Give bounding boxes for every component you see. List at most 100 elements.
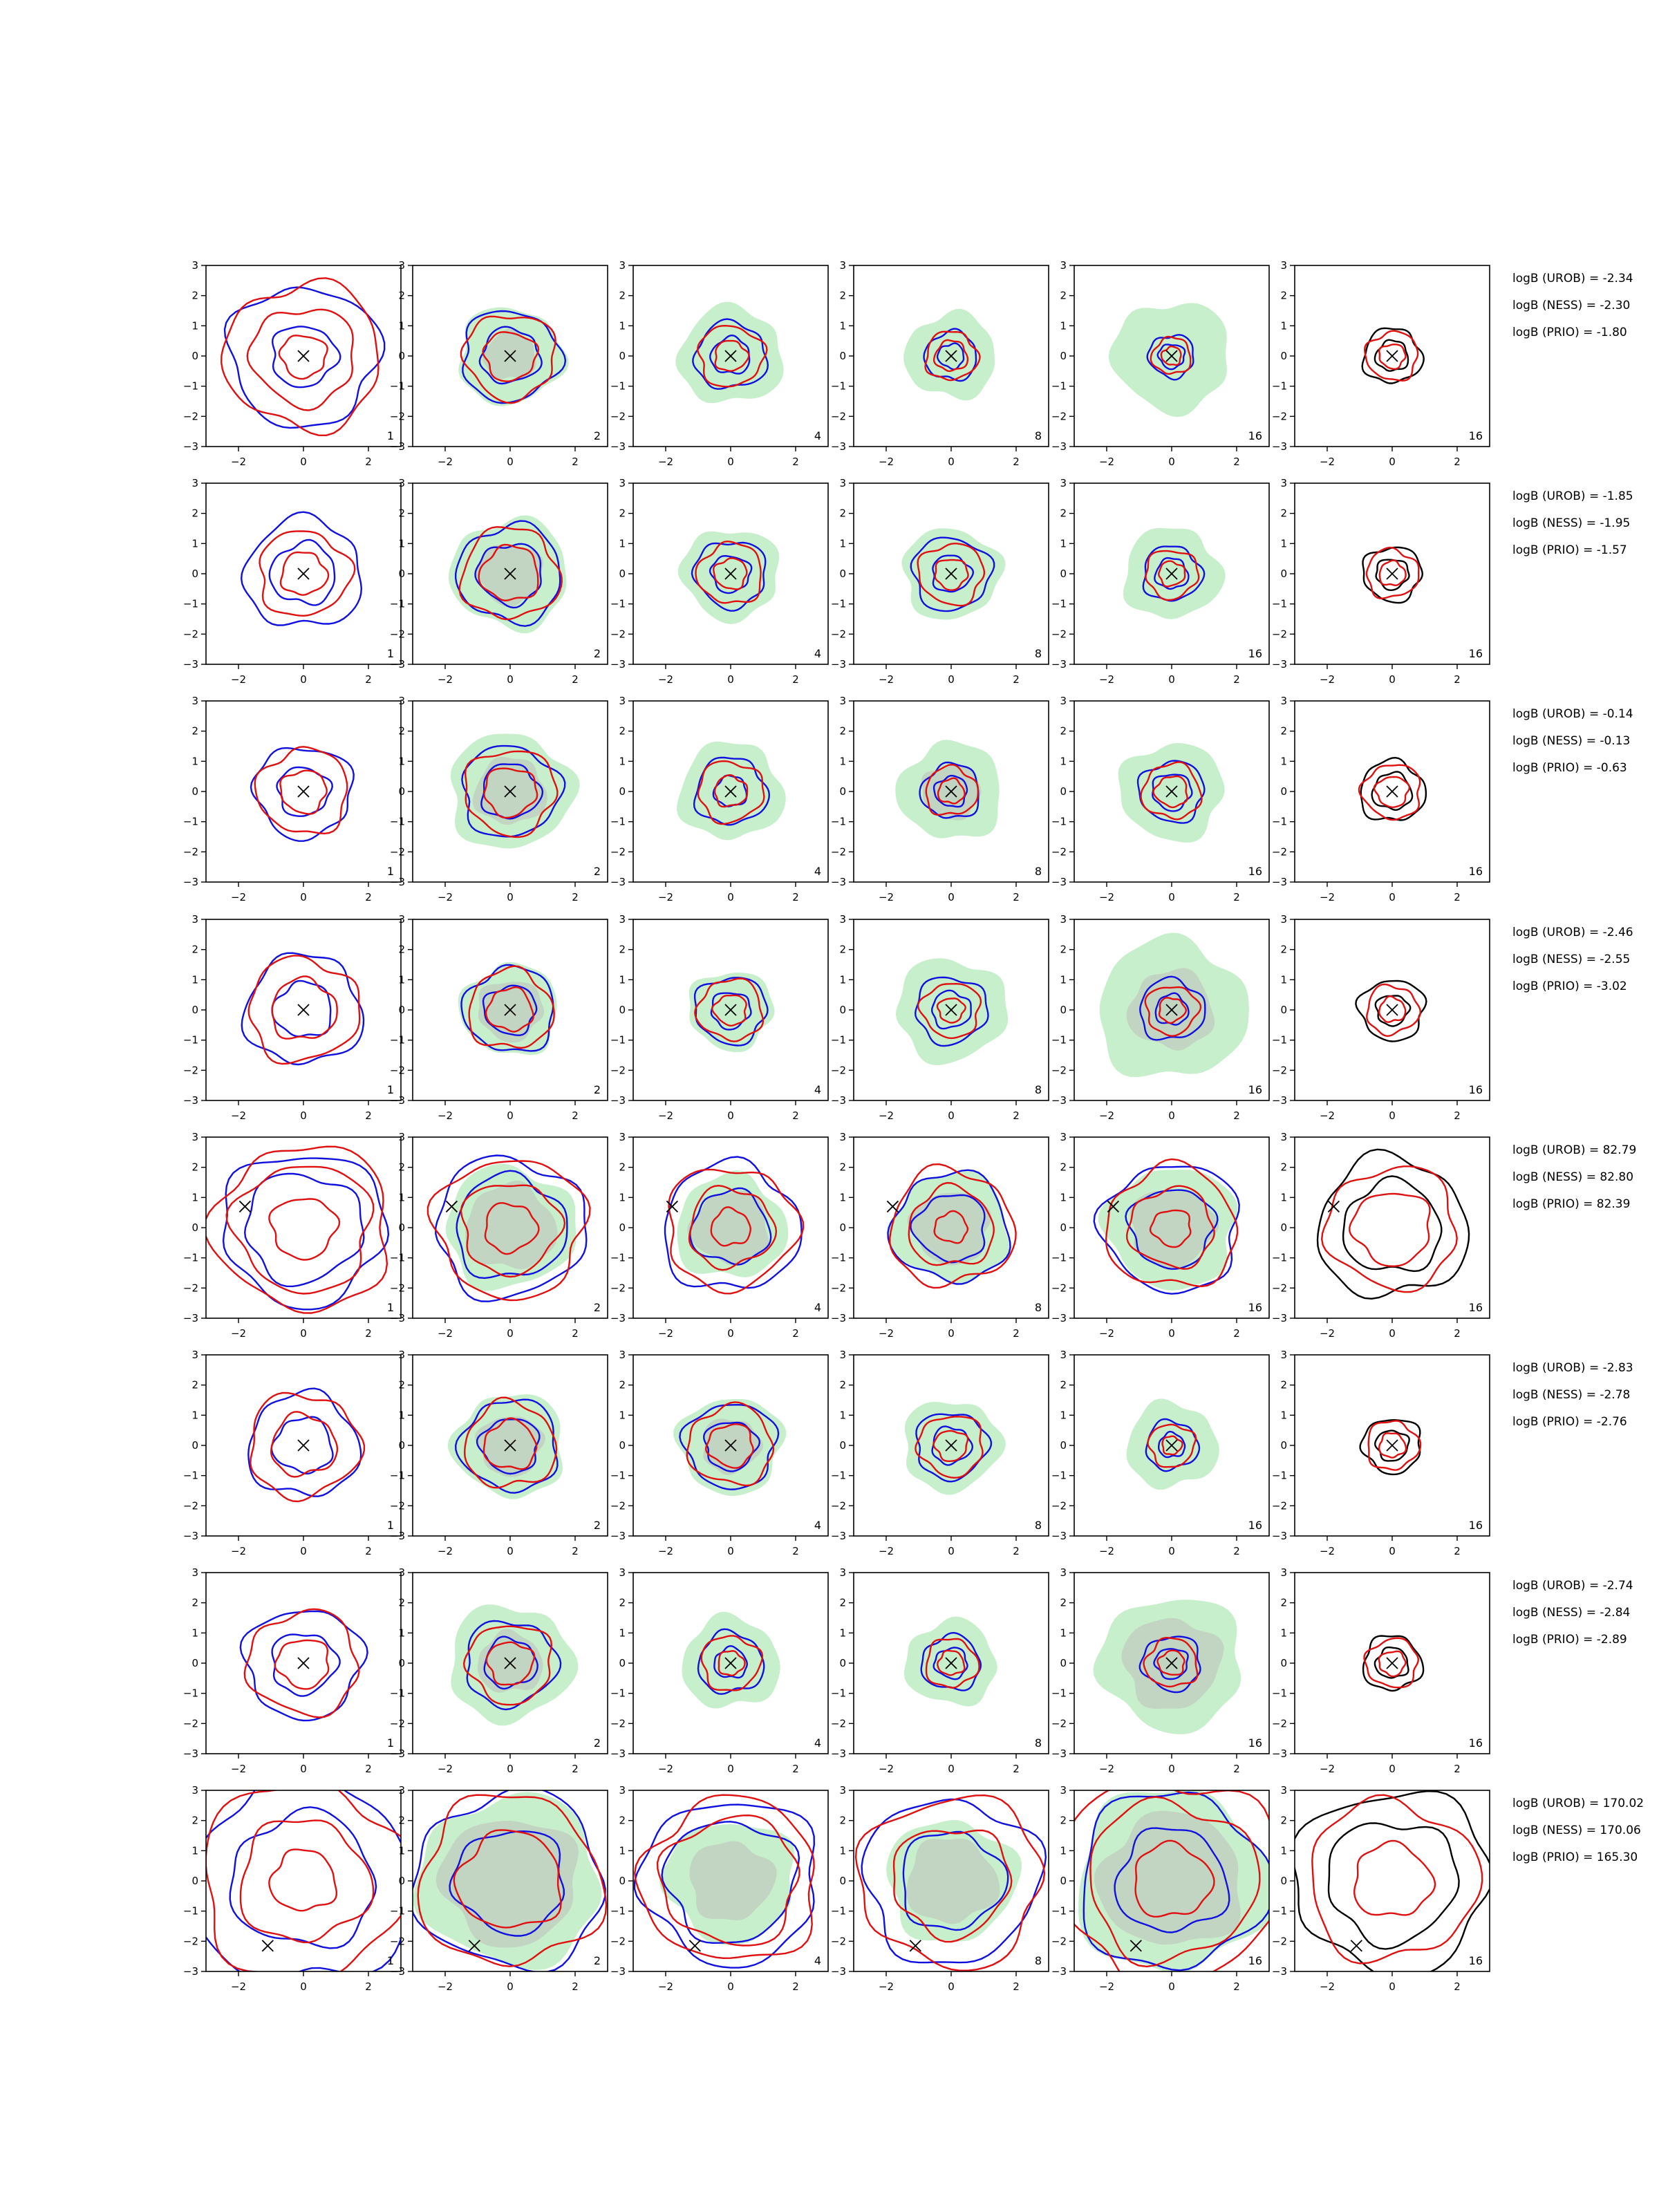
true-point-marker <box>1350 1940 1362 1952</box>
contour-urob <box>1154 992 1190 1026</box>
y-tick-label: −2 <box>1272 628 1287 640</box>
x-tick-label: 2 <box>572 1327 579 1340</box>
panel-r5-c5: −2 0 2 3 2 1 0 −1 −2 −3 16 <box>1051 1131 1270 1340</box>
y-tick-label: −1 <box>390 598 405 610</box>
x-tick-label: 0 <box>727 673 734 686</box>
contour-urob <box>920 1631 982 1691</box>
y-tick-label: 1 <box>191 1844 198 1857</box>
x-tick-label: 2 <box>1233 1109 1240 1122</box>
contour-ness <box>1140 761 1203 821</box>
x-tick-label: 0 <box>1168 456 1175 468</box>
true-point-marker <box>297 785 310 798</box>
x-tick-label: 2 <box>1233 1763 1240 1775</box>
contour-ness <box>1161 1435 1183 1456</box>
y-tick-label: −2 <box>183 1935 198 1947</box>
y-tick-label: 3 <box>619 1349 626 1361</box>
y-tick-label: −1 <box>831 1687 846 1700</box>
y-tick-label: −2 <box>831 1064 846 1076</box>
y-tick-label: −3 <box>1051 440 1067 453</box>
x-tick-label: 0 <box>1389 891 1396 903</box>
x-tick-label: 2 <box>1454 1980 1461 1993</box>
contour-ness <box>485 1641 536 1686</box>
y-tick-label: −1 <box>831 816 846 828</box>
y-tick-label: −3 <box>1051 658 1067 671</box>
panel-r6-c4: −2 0 2 3 2 1 0 −1 −2 −3 8 <box>831 1349 1049 1557</box>
panel-r7-c4: −2 0 2 3 2 1 0 −1 −2 −3 8 <box>831 1566 1049 1775</box>
density-fill-inner <box>907 1192 992 1266</box>
contour-prio <box>1342 1175 1443 1273</box>
y-tick-label: 1 <box>1060 1191 1067 1203</box>
contour-urob <box>223 286 386 429</box>
panel-r5-c3: −2 0 2 3 2 1 0 −1 −2 −3 4 <box>610 1131 829 1340</box>
y-tick-label: 0 <box>1280 350 1287 362</box>
y-tick-label: −3 <box>183 876 198 888</box>
y-tick-label: 3 <box>1060 1784 1067 1797</box>
x-tick-label: 2 <box>365 456 372 468</box>
y-tick-label: −2 <box>1272 1499 1287 1512</box>
y-tick-label: −1 <box>610 816 626 828</box>
contour-ness <box>478 543 539 602</box>
panel-r8-c3: −2 0 2 3 2 1 0 −1 −2 −3 4 <box>610 1784 829 1993</box>
contour-urob <box>239 1610 368 1722</box>
y-tick-label: 1 <box>1280 755 1287 767</box>
y-tick-label: −1 <box>1272 1905 1287 1918</box>
contour-ness <box>1320 1165 1458 1293</box>
contour-ness <box>278 335 328 380</box>
x-tick-label: 0 <box>1389 1109 1396 1122</box>
contour-ness <box>854 1794 1046 1971</box>
y-tick-label: −2 <box>610 410 626 422</box>
logb-annotation: logB (PRIO) = 82.39 <box>1512 1197 1630 1211</box>
x-tick-label: −2 <box>1320 1109 1335 1122</box>
x-tick-label: −2 <box>231 1980 246 1993</box>
x-tick-label: −2 <box>1099 1545 1114 1557</box>
x-tick-label: −2 <box>1099 673 1114 686</box>
panel-iteration-label: 4 <box>814 1736 821 1750</box>
y-tick-label: −2 <box>1272 410 1287 422</box>
contour-prio <box>1371 771 1414 812</box>
y-tick-label: 3 <box>619 695 626 707</box>
x-tick-label: −2 <box>879 891 894 903</box>
x-tick-label: −2 <box>231 891 246 903</box>
true-point-marker <box>1386 350 1398 362</box>
y-tick-label: 0 <box>839 1439 846 1452</box>
true-point-marker <box>1386 785 1398 798</box>
x-tick-label: 0 <box>1168 1109 1175 1122</box>
contour-ness <box>889 1163 1017 1289</box>
contour-urob <box>1154 556 1190 590</box>
true-point-marker <box>666 1200 679 1213</box>
x-tick-label: 2 <box>572 891 579 903</box>
y-tick-label: 0 <box>1280 568 1287 580</box>
x-tick-label: 2 <box>1454 1545 1461 1557</box>
y-tick-label: −2 <box>390 410 405 422</box>
y-tick-label: 1 <box>191 1409 198 1421</box>
x-tick-label: 0 <box>948 891 955 903</box>
panel-r7-c5: −2 0 2 3 2 1 0 −1 −2 −3 16 <box>1051 1566 1270 1775</box>
y-tick-label: −3 <box>831 658 846 671</box>
panel-iteration-label: 4 <box>814 1519 821 1532</box>
logb-annotation: logB (PRIO) = -1.57 <box>1512 543 1627 557</box>
x-tick-label: 0 <box>300 1109 307 1122</box>
x-tick-label: 0 <box>300 1545 307 1557</box>
y-tick-label: 3 <box>1060 1349 1067 1361</box>
y-tick-label: 2 <box>398 1379 405 1391</box>
panel-iteration-label: 16 <box>1469 1083 1483 1096</box>
y-tick-label: −1 <box>1051 1470 1067 1482</box>
y-tick-label: −3 <box>390 1094 405 1107</box>
contour-ness <box>279 769 328 815</box>
panel-r4-c3: −2 0 2 3 2 1 0 −1 −2 −3 4 <box>610 913 829 1122</box>
y-tick-label: −2 <box>183 1717 198 1730</box>
y-tick-label: −2 <box>1051 1064 1067 1076</box>
y-tick-label: 1 <box>839 537 846 550</box>
y-tick-label: 1 <box>191 1627 198 1639</box>
x-tick-label: −2 <box>438 456 453 468</box>
x-tick-label: 2 <box>792 1980 799 1993</box>
y-tick-label: −1 <box>183 1905 198 1918</box>
x-tick-label: 2 <box>572 1545 579 1557</box>
y-tick-label: −1 <box>610 1470 626 1482</box>
y-tick-label: −1 <box>831 1034 846 1047</box>
y-tick-label: −3 <box>183 1965 198 1978</box>
contour-ness <box>1134 1839 1215 1918</box>
panel-r3-c2: −2 0 2 3 2 1 0 −1 −2 −3 2 <box>390 695 608 903</box>
